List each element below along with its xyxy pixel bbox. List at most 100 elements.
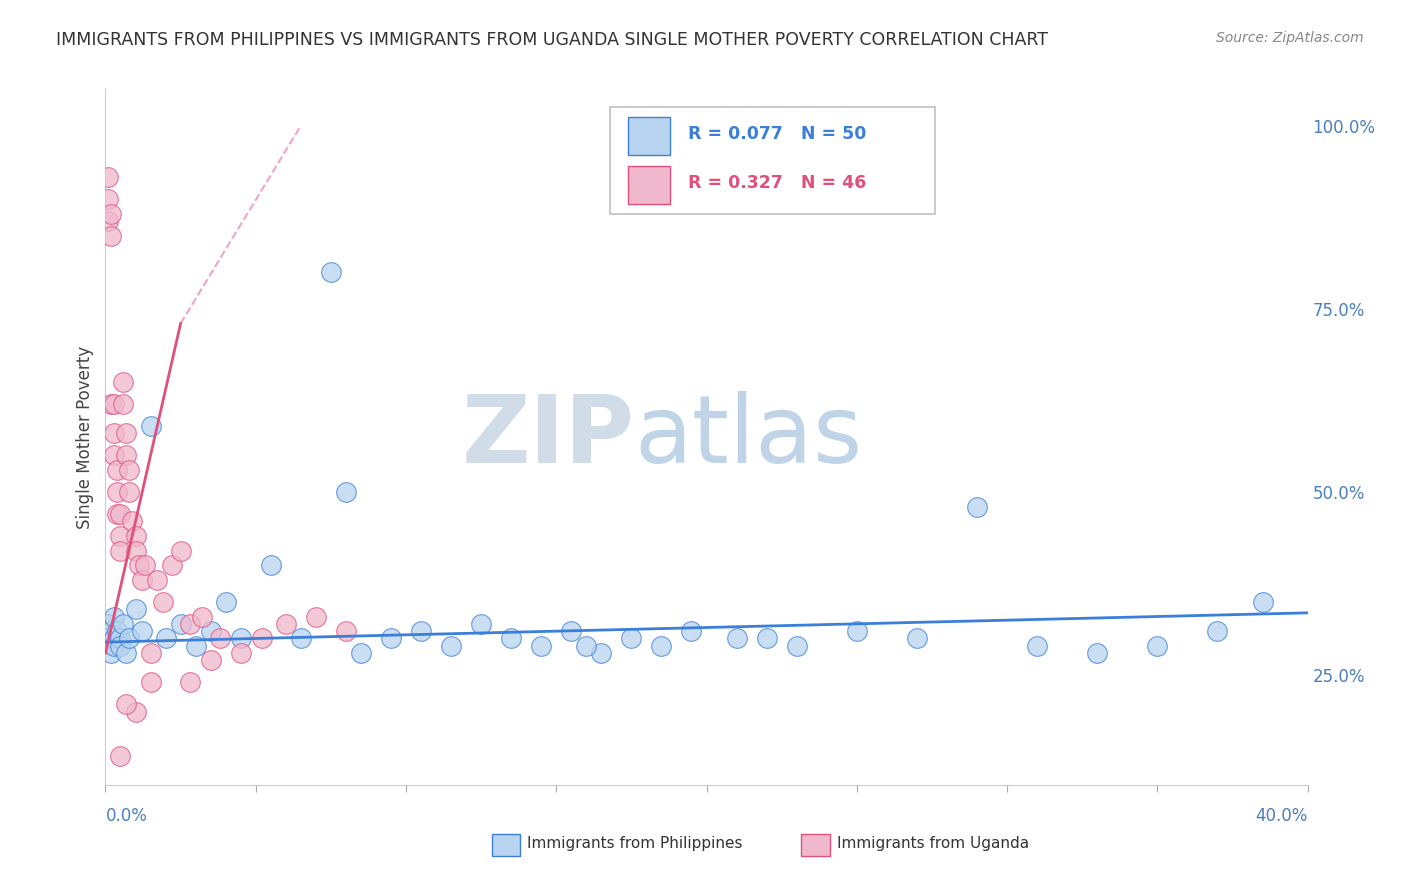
Point xyxy=(560,624,582,639)
Point xyxy=(145,573,167,587)
Text: 0.0%: 0.0% xyxy=(105,807,148,825)
Point xyxy=(100,397,122,411)
Point xyxy=(97,616,120,631)
Point xyxy=(107,485,129,500)
Point xyxy=(118,632,141,646)
Point xyxy=(110,529,132,543)
Point xyxy=(501,632,523,646)
Point xyxy=(786,639,808,653)
Point xyxy=(128,558,150,573)
Point xyxy=(440,639,463,653)
Point xyxy=(131,573,153,587)
Point xyxy=(134,558,156,573)
Point xyxy=(350,646,373,660)
Point xyxy=(530,639,553,653)
Y-axis label: Single Mother Poverty: Single Mother Poverty xyxy=(76,345,94,529)
Point xyxy=(115,426,138,441)
Point xyxy=(409,624,432,639)
Point xyxy=(107,463,129,477)
Point xyxy=(103,426,125,441)
Text: Source: ZipAtlas.com: Source: ZipAtlas.com xyxy=(1216,31,1364,45)
Point xyxy=(620,632,643,646)
Point xyxy=(100,228,122,243)
Point xyxy=(905,632,928,646)
Point xyxy=(160,558,183,573)
Point xyxy=(650,639,672,653)
Point xyxy=(169,616,191,631)
Point xyxy=(103,449,125,463)
Text: R = 0.327   N = 46: R = 0.327 N = 46 xyxy=(689,174,866,192)
Point xyxy=(139,419,162,434)
Point xyxy=(575,639,598,653)
Text: ZIP: ZIP xyxy=(461,391,634,483)
Point xyxy=(110,507,132,521)
Point xyxy=(290,632,312,646)
Point xyxy=(319,265,342,279)
Point xyxy=(124,602,146,616)
Point xyxy=(110,748,132,763)
Bar xyxy=(628,166,671,204)
Point xyxy=(97,632,120,646)
Point xyxy=(1146,639,1168,653)
Point xyxy=(755,632,778,646)
Point xyxy=(112,375,135,389)
Point xyxy=(131,624,153,639)
Point xyxy=(97,170,120,185)
Point xyxy=(260,558,283,573)
Point xyxy=(681,624,703,639)
Point xyxy=(208,632,231,646)
Point xyxy=(110,543,132,558)
Point xyxy=(139,675,162,690)
Point xyxy=(115,449,138,463)
Text: Immigrants from Philippines: Immigrants from Philippines xyxy=(527,837,742,851)
Point xyxy=(229,632,252,646)
Point xyxy=(305,609,328,624)
Point xyxy=(179,616,201,631)
Point xyxy=(124,705,146,719)
Point xyxy=(112,616,135,631)
FancyBboxPatch shape xyxy=(610,106,935,214)
Point xyxy=(380,632,402,646)
Point xyxy=(100,646,122,660)
Point xyxy=(118,485,141,500)
Point xyxy=(184,639,207,653)
Point xyxy=(229,646,252,660)
Point xyxy=(1026,639,1049,653)
Text: 40.0%: 40.0% xyxy=(1256,807,1308,825)
Point xyxy=(725,632,748,646)
Point xyxy=(115,698,138,712)
Point xyxy=(110,639,132,653)
Point xyxy=(100,207,122,221)
Point xyxy=(845,624,868,639)
Point xyxy=(1206,624,1229,639)
Point xyxy=(591,646,613,660)
Point xyxy=(966,500,988,514)
Text: IMMIGRANTS FROM PHILIPPINES VS IMMIGRANTS FROM UGANDA SINGLE MOTHER POVERTY CORR: IMMIGRANTS FROM PHILIPPINES VS IMMIGRANT… xyxy=(56,31,1049,49)
Point xyxy=(103,397,125,411)
Point xyxy=(169,543,191,558)
Point xyxy=(250,632,273,646)
Point xyxy=(152,595,174,609)
Point xyxy=(103,609,125,624)
Point xyxy=(335,485,357,500)
Point xyxy=(103,632,125,646)
Bar xyxy=(628,117,671,155)
Point xyxy=(1251,595,1274,609)
Point xyxy=(214,595,236,609)
Point xyxy=(124,529,146,543)
Point xyxy=(110,632,132,646)
Point xyxy=(100,624,122,639)
Point xyxy=(97,192,120,206)
Point xyxy=(97,214,120,228)
Point xyxy=(1085,646,1108,660)
Text: Immigrants from Uganda: Immigrants from Uganda xyxy=(837,837,1029,851)
Text: R = 0.077   N = 50: R = 0.077 N = 50 xyxy=(689,126,868,144)
Point xyxy=(107,507,129,521)
Point xyxy=(155,632,177,646)
Point xyxy=(107,624,129,639)
Point xyxy=(121,514,143,528)
Point xyxy=(103,639,125,653)
Point xyxy=(274,616,297,631)
Text: atlas: atlas xyxy=(634,391,863,483)
Point xyxy=(118,463,141,477)
